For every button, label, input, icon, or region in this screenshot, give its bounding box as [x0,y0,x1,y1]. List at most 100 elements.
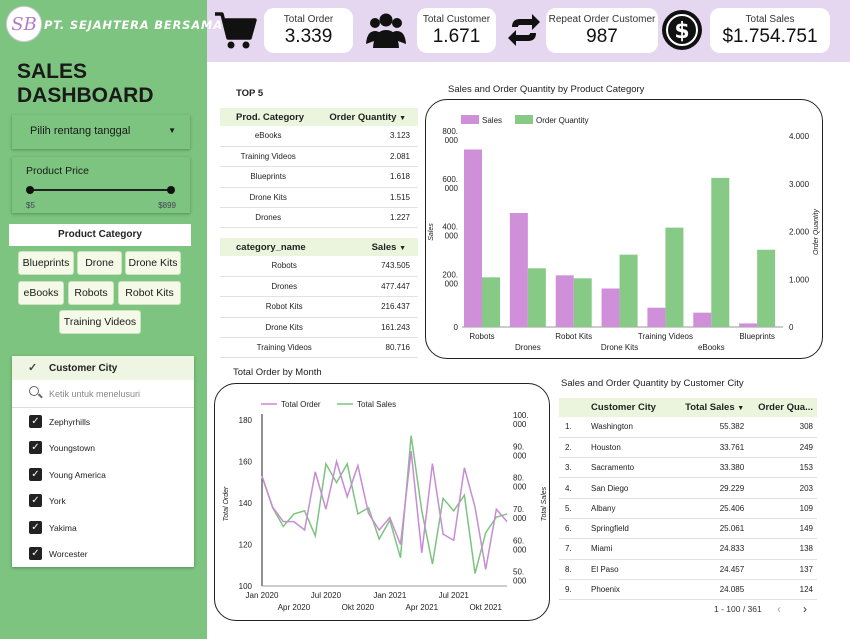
y2-tick-label: 100. 000 [513,411,529,429]
checkmark-icon: ✓ [28,362,38,374]
y2-tick-label: 60. 000 [513,536,527,554]
table-header-city[interactable]: Customer City [591,398,672,417]
checkbox-checked-icon[interactable]: ✓ [29,520,42,534]
cell-category: Training Videos [220,337,349,359]
cell-rank: 1. [559,417,591,438]
y-tick-label: 200. 000 [442,270,458,288]
city-list-item-label: Worcester [49,548,88,559]
cell-total-sales: 33.761 [671,437,745,459]
checkbox-checked-icon[interactable]: ✓ [29,546,42,560]
table-row[interactable]: Training Videos 80.716 [220,337,418,359]
table-header-total-sales[interactable]: Total Sales ▼ [671,398,745,417]
city-search-input[interactable]: Ketik untuk menelusuri [12,380,194,408]
sort-desc-icon: ▼ [399,244,406,252]
cell-total-sales: 24.085 [671,579,745,601]
cell-rank: 4. [559,477,591,499]
table-row[interactable]: 4. San Diego 29.229 203 [559,477,817,499]
x-tick-label: Drones [515,343,541,352]
y-tick-label: 140 [239,499,253,508]
table-row[interactable]: Robot Kits 216.437 [220,296,418,318]
cell-category: Blueprints [220,166,317,188]
x-tick-label: Blueprints [739,332,775,341]
table-row[interactable]: Blueprints 1.618 [220,166,418,188]
x-tick-label: Jan 2020 [246,591,279,600]
table-row[interactable]: 1. Washington 55.382 308 [559,417,817,438]
table-header-category[interactable]: Prod. Category [220,108,317,126]
category-chip[interactable]: Training Videos [59,310,141,334]
line-chart-title: Total Order by Month [233,367,322,378]
prev-page-icon[interactable]: ‹ [777,602,781,616]
checkbox-checked-icon[interactable]: ✓ [29,441,42,455]
cell-city: Miami [591,538,672,560]
table-header-quantity[interactable]: Order Quantity ▼ [316,108,418,126]
city-filter-header[interactable]: ✓ Customer City [12,356,194,380]
cell-value: 161.243 [348,317,418,339]
y-tick-label: 0 [454,323,459,332]
category-chip[interactable]: Drone Kits [125,251,181,275]
table-row[interactable]: 9. Phoenix 24.085 124 [559,579,817,601]
line-chart: Total Order Total Sales 100 120 140 160 180 50.… [223,400,548,612]
price-slider-min-handle[interactable] [26,186,34,194]
y-tick-label: 120 [239,541,253,550]
table-header-category[interactable]: category_name [220,238,349,256]
date-range-picker[interactable]: Pilih rentang tanggal ▼ [12,115,190,149]
checkbox-checked-icon[interactable]: ✓ [29,467,42,481]
city-list-item[interactable]: ✓ Youngstown [12,434,194,460]
bar-chart: Sales Order Quantity 0 200. 000 400. 000 600. 00… [428,115,820,352]
cell-total-sales: 55.382 [671,417,745,438]
cell-city: Houston [591,437,672,459]
table-row[interactable]: 7. Miami 24.833 138 [559,538,817,560]
line-chart-container: Total Order Total Sales 100 120 140 160 180 50.… [214,383,550,621]
table-row[interactable]: 6. Springfield 25.061 149 [559,518,817,540]
y2-tick-label: 80. 000 [513,474,527,492]
table-row[interactable]: Drone Kits 161.243 [220,317,418,339]
table-row[interactable]: 8. El Paso 24.457 137 [559,559,817,580]
table-row[interactable]: 5. Albany 25.406 109 [559,498,817,519]
cell-value: 1.227 [316,207,418,229]
city-list-item[interactable]: ✓ Young America [12,461,194,487]
company-name: PT. SEJAHTERA BERSAMA [44,18,223,32]
y-tick-label: 800. 000 [442,127,458,145]
table-row[interactable]: Training Videos 2.081 [220,146,418,168]
category-chip[interactable]: Blueprints [18,251,74,275]
city-filter-title: Customer City [49,363,118,374]
category-chip[interactable]: Drone [77,251,122,275]
checkbox-checked-icon[interactable]: ✓ [29,415,42,428]
city-search-placeholder: Ketik untuk menelusuri [49,389,141,399]
x-tick-label: Robots [469,332,494,341]
next-page-icon[interactable]: › [803,602,807,616]
date-range-label: Pilih rentang tanggal [30,125,131,137]
y-tick-label: 400. 000 [442,223,458,241]
table-row[interactable]: 3. Sacramento 33.380 153 [559,457,817,479]
city-list-item[interactable]: ✓ Yakima [12,514,194,540]
price-slider-track[interactable] [30,189,172,191]
table-header-order-qty[interactable]: Order Qua... [744,398,817,417]
legend-label-sales: Sales [482,116,502,125]
checkbox-checked-icon[interactable]: ✓ [29,494,42,508]
city-list-item[interactable]: ✓ Zephyrhills [12,408,194,434]
bar-sales [509,213,528,327]
category-chip[interactable]: eBooks [18,281,64,305]
table-header-sales[interactable]: Sales ▼ [348,238,418,256]
table-row[interactable]: Drone Kits 1.515 [220,187,418,209]
y2-tick-label: 0 [789,323,794,332]
table-row[interactable]: Drones 477.447 [220,276,418,298]
category-chip[interactable]: Robots [68,281,114,305]
city-list-item[interactable]: ✓ York [12,487,194,513]
table-row[interactable]: Drones 1.227 [220,207,418,229]
category-chip[interactable]: Robot Kits [118,281,181,305]
city-list-item[interactable]: ✓ Worcester [12,540,194,566]
x-tick-label: Robot Kits [555,332,592,341]
x-tick-label: Apr 2021 [406,603,439,612]
table-row[interactable]: Robots 743.505 [220,256,418,277]
cell-city: Washington [591,417,672,438]
bar-order-quantity [482,277,500,327]
x-tick-label: Apr 2020 [278,603,311,612]
price-slider-max-handle[interactable] [167,186,175,194]
table-row[interactable]: 2. Houston 33.761 249 [559,437,817,459]
company-logo: SB [6,6,42,42]
table-row[interactable]: eBooks 3.123 [220,126,418,147]
bar-sales [601,288,620,327]
bar-order-quantity [711,177,730,327]
city-list-item-label: Youngstown [49,443,96,454]
